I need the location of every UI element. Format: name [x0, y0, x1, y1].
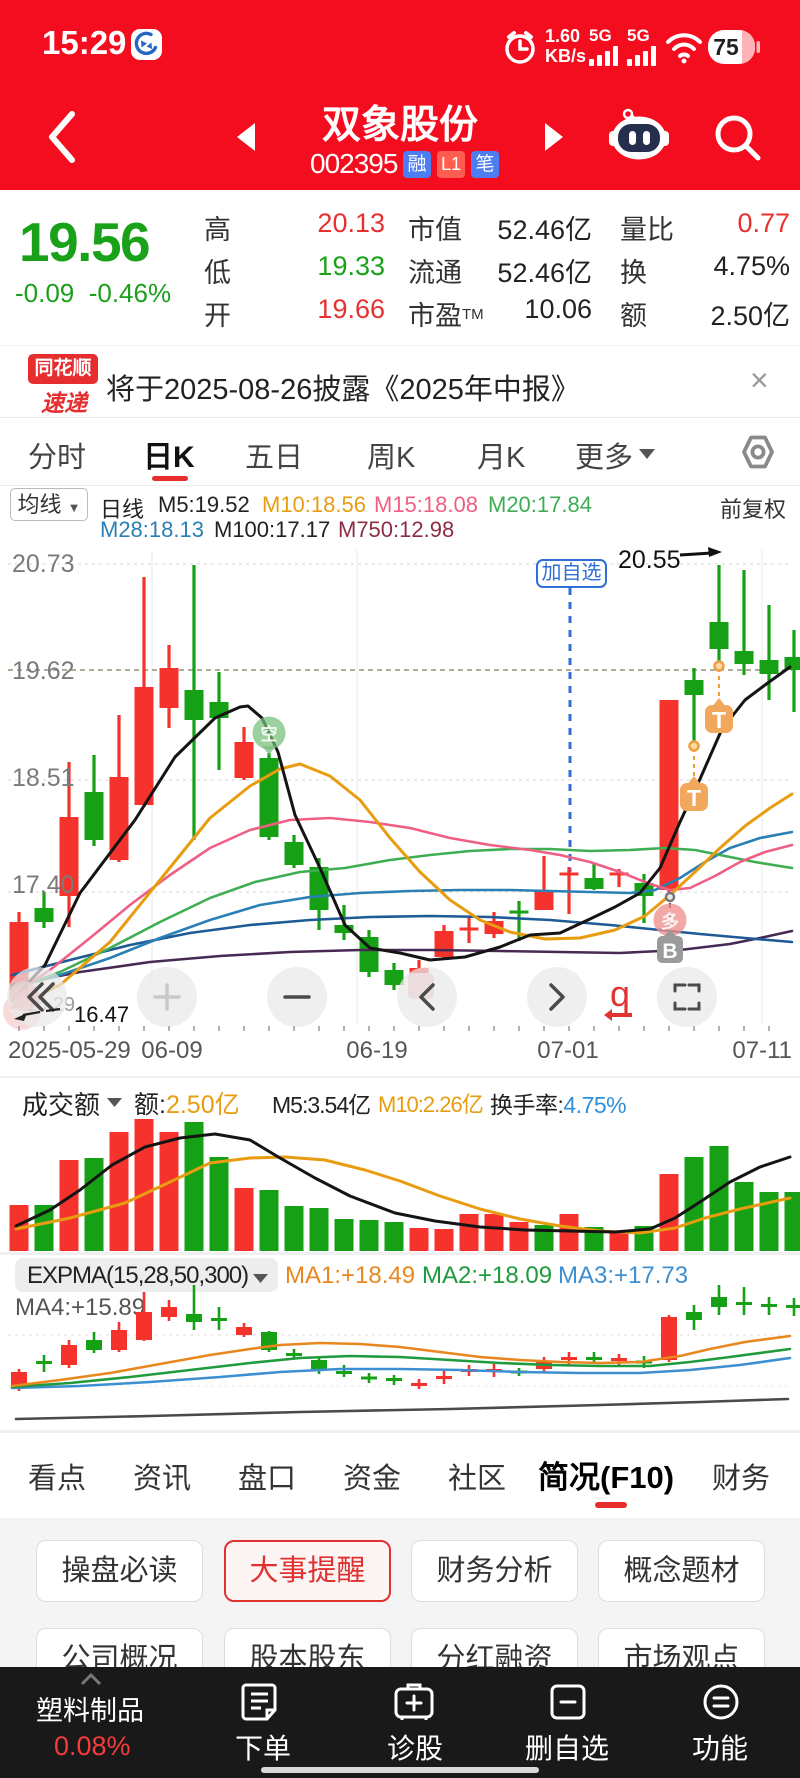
svg-text:加自选: 加自选 [542, 561, 602, 584]
svg-text:06-09: 06-09 [141, 1037, 202, 1064]
svg-text:T: T [687, 785, 701, 811]
svg-text:多: 多 [661, 911, 679, 932]
svg-text:T: T [712, 707, 726, 733]
svg-text:B: B [662, 940, 677, 963]
svg-text:75: 75 [713, 34, 739, 60]
svg-text:16.47: 16.47 [74, 1002, 129, 1027]
svg-text:06-19: 06-19 [346, 1037, 407, 1064]
svg-text:空: 空 [261, 724, 278, 744]
svg-text:17.40: 17.40 [12, 871, 75, 899]
svg-text:q: q [610, 973, 630, 1014]
svg-text:07-01: 07-01 [537, 1037, 598, 1064]
svg-text:19.62: 19.62 [12, 657, 75, 685]
svg-text:07-11: 07-11 [732, 1037, 792, 1064]
svg-text:18.51: 18.51 [12, 764, 75, 792]
svg-text:20.55: 20.55 [618, 546, 681, 574]
svg-text:2025-05-29: 2025-05-29 [8, 1037, 131, 1064]
svg-text:20.73: 20.73 [12, 550, 75, 578]
